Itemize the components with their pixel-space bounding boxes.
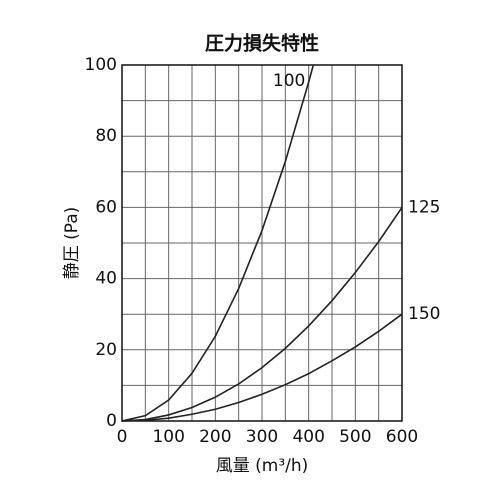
x-axis-title: 風量 (m³/h) (216, 456, 309, 476)
curve (121, 64, 315, 422)
y-tick-label: 80 (95, 126, 117, 146)
plot-frame (121, 64, 403, 422)
y-tick-label: 100 (85, 55, 117, 75)
x-tick-label: 500 (339, 427, 371, 447)
x-tick-label: 400 (292, 427, 324, 447)
series-label: 125 (408, 197, 440, 217)
x-tick-label: 100 (152, 427, 184, 447)
y-tick-label: 40 (95, 269, 117, 289)
y-tick-label: 0 (106, 411, 117, 431)
y-tick-label: 20 (95, 340, 117, 360)
x-tick-label: 200 (199, 427, 231, 447)
x-tick-label: 0 (117, 427, 128, 447)
x-tick-label: 300 (246, 427, 278, 447)
curve (121, 206, 403, 422)
y-axis-title: 静圧 (Pa) (62, 207, 82, 280)
x-tick-label: 600 (386, 427, 418, 447)
chart-title: 圧力損失特性 (205, 32, 319, 55)
series-label: 150 (408, 304, 440, 324)
y-tick-label: 60 (95, 197, 117, 217)
series-label: 100 (273, 71, 305, 91)
curve (121, 313, 403, 422)
